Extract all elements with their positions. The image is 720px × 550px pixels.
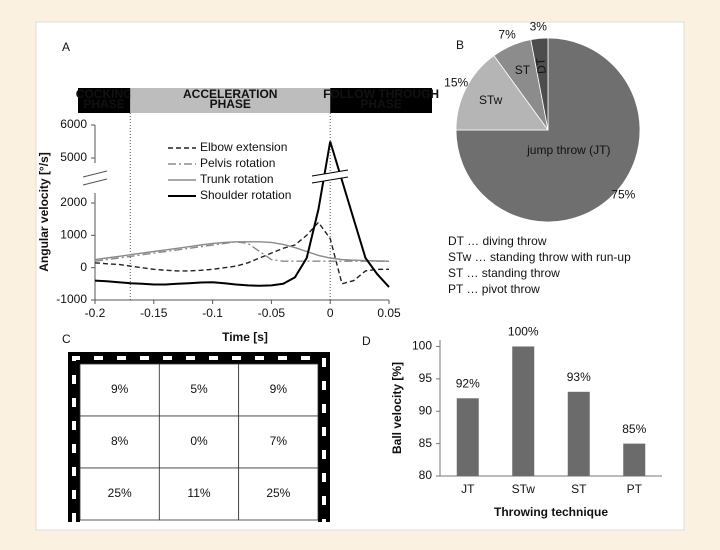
slice-label: STw [479,93,503,107]
cell-label: 11% [187,486,210,500]
grid-cell [79,467,160,521]
legend-label: Trunk rotation [200,172,274,186]
bar [456,398,479,476]
y-tick-label: -1000 [56,292,87,306]
grid-cell [238,363,319,417]
series-line [94,241,389,262]
x-axis-label: Throwing technique [494,505,608,519]
bar [567,391,590,476]
x-tick-label: STw [512,482,536,496]
phase-box [130,88,331,113]
legend-note: PT … pivot throw [448,282,540,296]
bar [623,443,646,476]
slice-label: jump throw (JT) [526,143,610,157]
legend-note: STw … standing throw with run-up [448,250,631,264]
x-tick-label: -0.1 [202,306,223,320]
x-tick-label: PT [627,482,643,496]
grid-cell [158,467,240,521]
pie-slice [455,55,549,131]
curve-break [312,170,348,183]
slice-value: 15% [444,75,468,89]
slice-label: DT [533,57,549,75]
cell-label: 0% [190,434,208,448]
y-tick-label: 0 [80,260,87,274]
pie-slice [455,37,641,223]
series-line [94,221,389,285]
cell-label: 9% [111,382,129,396]
y-axis-label: Ball velocity [%] [390,362,404,454]
x-tick-label: ST [571,482,587,496]
cell-label: 8% [111,434,129,448]
y-axis-label: Angular velocity [°/s] [37,152,51,272]
slice-value: 75% [611,187,635,201]
grid-cell [158,363,240,417]
panel-label: A [62,40,70,54]
slice-value: 7% [498,28,516,42]
bar [512,346,535,476]
y-tick-label: 100 [412,339,432,353]
axis-break [82,170,108,178]
slice-label: ST [515,63,531,77]
panel-label: D [362,334,371,348]
legend-label: Shoulder rotation [200,188,291,202]
y-tick-label: 6000 [60,117,87,131]
x-axis-label: Time [s] [222,330,268,344]
goal-frame [68,352,330,522]
legend-note: ST … standing throw [448,266,560,280]
slice-value: 3% [530,20,548,34]
y-tick-label: 95 [419,371,433,385]
y-tick-label: 80 [419,468,433,482]
axis-break [82,178,108,186]
cell-label: 5% [190,382,208,396]
y-tick-label: 1000 [60,228,87,242]
cell-label: 7% [270,434,288,448]
y-tick-label: 85 [419,436,433,450]
pie-slice [530,37,549,131]
bar-value-label: 93% [567,370,591,384]
phase-box [78,88,131,113]
bar-value-label: 100% [508,325,539,339]
phase-label: PHASE [83,97,124,111]
y-tick-label: 5000 [60,150,87,164]
grid-cell [238,415,319,469]
cell-label: 25% [266,486,290,500]
x-tick-label: 0.05 [377,306,401,320]
phase-label: PHASE [210,97,251,111]
x-tick-label: -0.2 [85,306,106,320]
cell-label: 9% [270,382,288,396]
curve-break-line [311,176,349,184]
legend-label: Pelvis rotation [200,156,275,170]
legend-label: Elbow extension [200,140,287,154]
bar-value-label: 92% [456,376,480,390]
phase-label: COCKING [76,87,133,101]
bar-value-label: 85% [622,422,646,436]
x-tick-label: 0 [327,306,334,320]
series-line [94,241,390,262]
y-tick-label: 2000 [60,195,87,209]
phase-label: ACCELERATION [183,87,277,101]
panel-label: B [456,38,464,52]
panel-label: C [62,332,71,346]
curve-break-line [311,169,349,177]
legend-note: DT … diving throw [448,234,547,248]
phase-label: PHASE [360,97,401,111]
cell-label: 25% [108,486,132,500]
x-tick-label: -0.05 [258,306,286,320]
x-tick-label: JT [461,482,475,496]
y-tick-label: 90 [419,403,433,417]
x-tick-label: -0.15 [140,306,168,320]
grid-cell [238,467,319,521]
phase-box [330,88,432,113]
phase-label: FOLLOW THROUGH [323,87,439,101]
